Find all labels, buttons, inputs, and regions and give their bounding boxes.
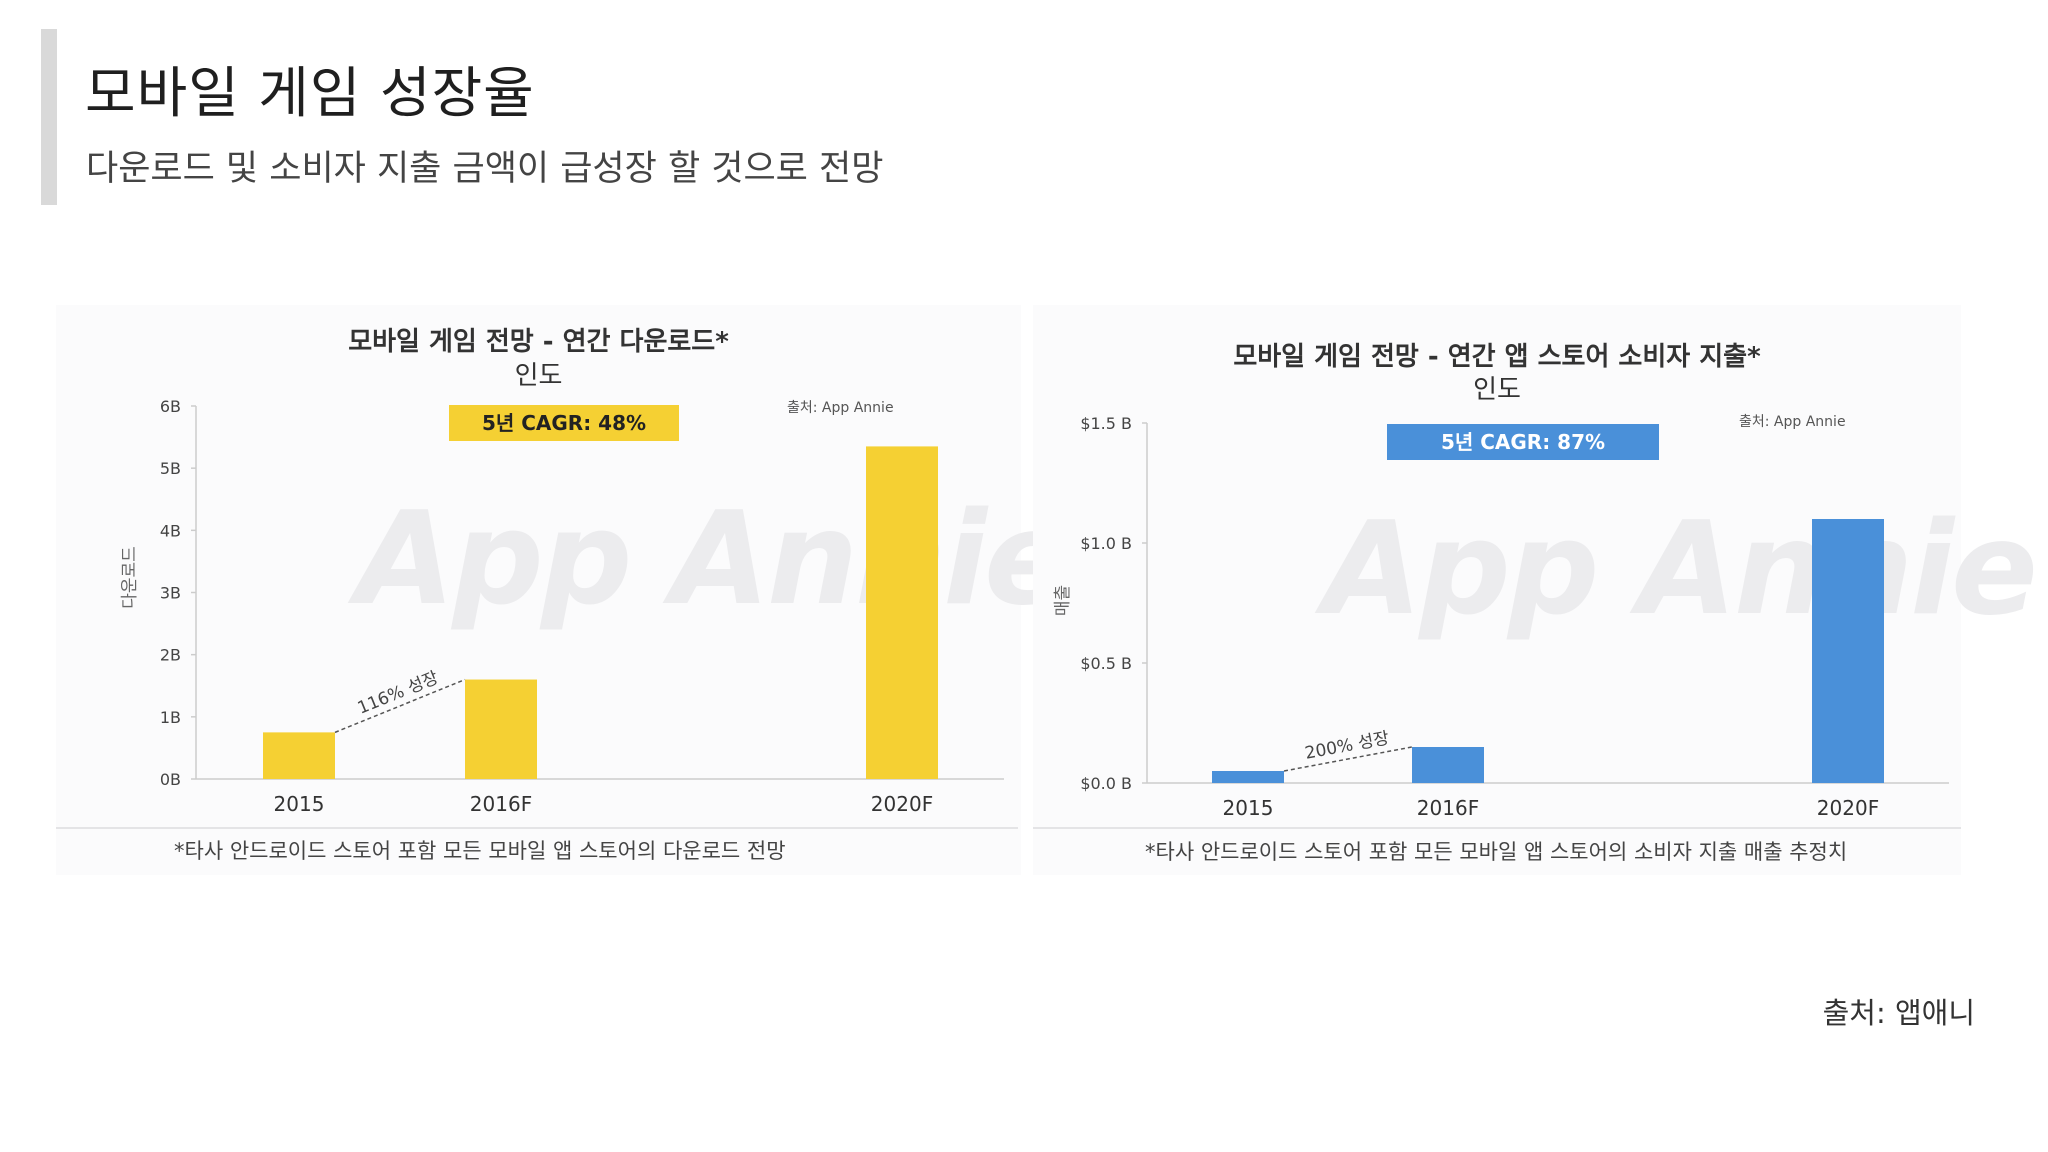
x-tick-label: 2020F — [871, 792, 933, 816]
chart-source: 출처: App Annie — [787, 400, 894, 416]
cagr-badge: 5년 CAGR: 87% — [1387, 424, 1659, 460]
x-tick-label: 2016F — [470, 792, 532, 816]
slide-source: 출처: 앱애니 — [1822, 996, 1975, 1030]
bar-2020F — [1812, 519, 1884, 783]
slide-subtitle: 다운로드 및 소비자 지출 금액이 급성장 할 것으로 전망 — [86, 149, 884, 189]
y-axis-label: 매출 — [1053, 584, 1074, 617]
y-tick-label: $1.5 B — [1080, 414, 1132, 433]
growth-dashed-line — [334, 678, 466, 734]
growth-annotation: 116% 성장 — [355, 668, 442, 719]
chart-subtitle: 인도 — [1473, 375, 1521, 405]
x-tick-label: 2015 — [1223, 796, 1274, 820]
y-axis-label: 다운로드 — [119, 546, 140, 609]
x-tick-label: 2020F — [1817, 796, 1879, 820]
chart-source: 출처: App Annie — [1739, 414, 1846, 430]
downloads-chart-svg: 0B 1B 2B 3B 4B 5B 6B 2015 2016F 2020F 116% 성장 — [56, 397, 1018, 829]
slide-title: 모바일 게임 성장율 — [85, 61, 535, 125]
x-tick-label: 2016F — [1417, 796, 1479, 820]
bar-2016F — [465, 679, 537, 779]
chart-title: 모바일 게임 전망 - 연간 앱 스토어 소비자 지출* — [1233, 342, 1761, 372]
bar-2020F — [866, 446, 938, 779]
cagr-badge: 5년 CAGR: 48% — [449, 405, 679, 441]
y-tick-label: 1B — [160, 708, 181, 727]
y-tick-label: $0.5 B — [1080, 654, 1132, 673]
y-tick-label: $1.0 B — [1080, 534, 1132, 553]
y-tick-label: 0B — [160, 770, 181, 789]
bar-2016F — [1412, 747, 1484, 783]
y-tick-label: 5B — [160, 459, 181, 478]
y-tick-label: 3B — [160, 584, 181, 603]
chart-subtitle: 인도 — [514, 361, 563, 391]
x-tick-label: 2015 — [274, 792, 325, 816]
chart-watermark: App Annie — [1323, 495, 2038, 644]
title-accent-bar — [41, 29, 57, 205]
bar-2015 — [1212, 771, 1284, 783]
growth-dashed-line — [1283, 746, 1413, 772]
bar-2015 — [263, 732, 335, 779]
downloads-chart: App Annie 0B 1B 2B 3B 4B 5B 6B 2015 2016F 2020F 11… — [56, 305, 1071, 875]
y-tick-label: 4B — [160, 521, 181, 540]
y-tick-label: 2B — [160, 646, 181, 665]
chart-title: 모바일 게임 전망 - 연간 다운로드* — [348, 327, 729, 357]
y-tick-label: 6B — [160, 397, 181, 416]
y-tick-label: $0.0 B — [1080, 774, 1132, 793]
chart-watermark: App Annie — [356, 485, 1071, 634]
chart-footnote: *타사 안드로이드 스토어 포함 모든 모바일 앱 스토어의 다운로드 전망 — [174, 839, 786, 863]
spend-chart: App Annie $0.0 B $0.5 B $1.0 B $1.5 B 2015 20… — [1033, 305, 2038, 875]
chart-footnote: *타사 안드로이드 스토어 포함 모든 모바일 앱 스토어의 소비자 지출 매출… — [1145, 840, 1848, 864]
